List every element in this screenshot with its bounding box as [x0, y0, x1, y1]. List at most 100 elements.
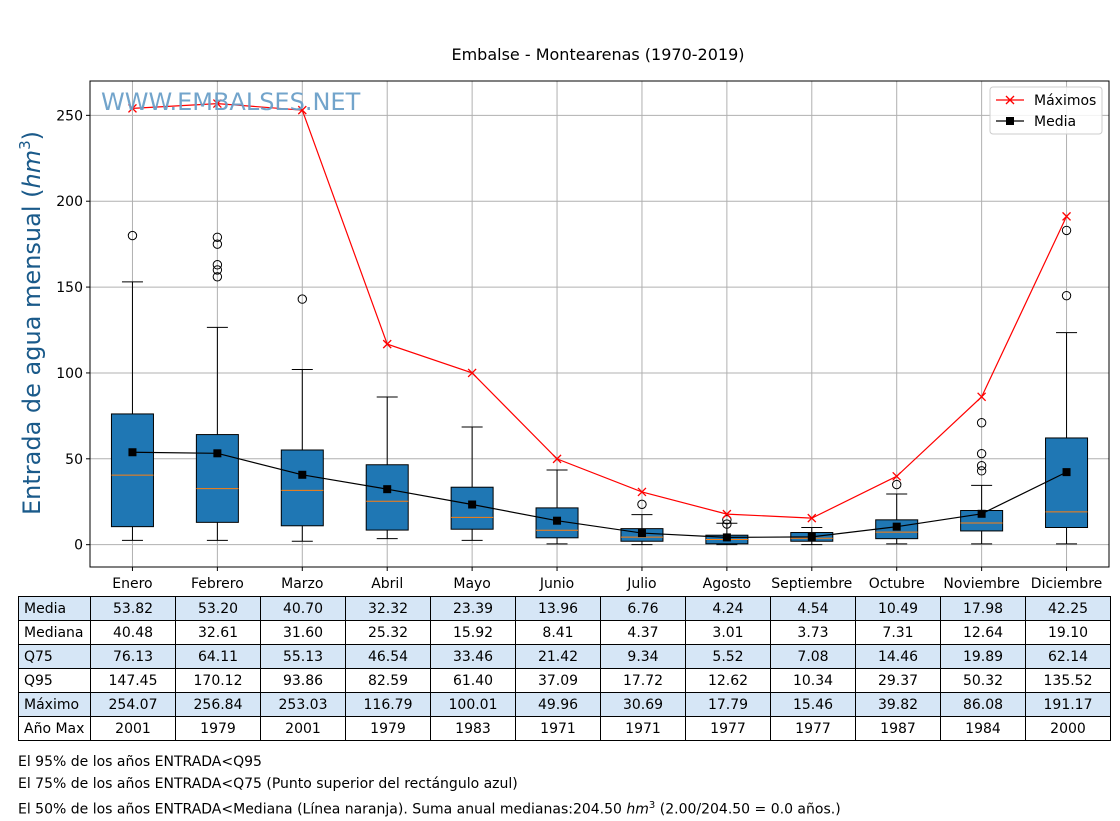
maximos-marker	[637, 487, 647, 497]
maximos-marker	[467, 368, 477, 378]
table-cell: 40.70	[260, 596, 346, 621]
box-outlier	[976, 418, 987, 428]
box-outlier	[976, 448, 987, 459]
legend-label: Máximos	[1034, 93, 1096, 109]
box-outlier	[637, 499, 647, 510]
table-cell: 10.34	[770, 668, 856, 693]
table-cell: 14.46	[855, 644, 941, 669]
table-cell: 147.45	[90, 668, 176, 693]
x-tick-label: Abril	[371, 576, 403, 592]
box-iqr	[365, 464, 409, 531]
table-cell: 25.32	[345, 620, 431, 645]
table-cell: 32.61	[175, 620, 261, 645]
media-marker	[1062, 468, 1071, 477]
table-cell: 1977	[685, 716, 771, 741]
table-cell: 62.14	[1025, 644, 1111, 669]
box-outlier	[722, 519, 732, 529]
y-tick-label: 250	[56, 108, 83, 124]
table-cell: 2000	[1025, 716, 1111, 741]
table-cell: 1987	[855, 716, 941, 741]
table-cell: 1984	[940, 716, 1026, 741]
media-marker	[383, 485, 392, 494]
table-cell: 116.79	[345, 692, 431, 717]
media-marker	[298, 470, 307, 479]
x-tick-label: Marzo	[281, 576, 323, 592]
table-row: Mediana 40.48 32.61 31.60 25.32 15.92 8.41 4.37…	[18, 620, 1111, 645]
table-cell: 86.08	[940, 692, 1026, 717]
table-cell: 64.11	[175, 644, 261, 669]
table-cell: 15.92	[430, 620, 516, 645]
media-marker	[553, 516, 562, 525]
maximos-marker	[977, 392, 987, 402]
maximos-marker	[382, 339, 392, 349]
box-iqr	[195, 434, 239, 523]
box-iqr	[1045, 437, 1089, 529]
table-cell: 5.52	[685, 644, 771, 669]
y-axis-label-prefix: Entrada de agua mensual (	[18, 189, 46, 515]
x-tick-label: Enero	[112, 576, 152, 592]
table-cell: 17.98	[940, 596, 1026, 621]
media-marker	[128, 448, 137, 457]
table-cell: 17.79	[685, 692, 771, 717]
table-cell: 93.86	[260, 668, 346, 693]
maximos-marker	[297, 105, 307, 115]
maximos-marker	[892, 471, 902, 481]
table-cell: 40.48	[90, 620, 176, 645]
table-row-label: Máximo	[18, 692, 91, 717]
table-cell: 29.37	[855, 668, 941, 693]
table-cell: 53.82	[90, 596, 176, 621]
media-marker	[722, 533, 731, 542]
table-cell: 254.07	[90, 692, 176, 717]
box-outlier	[1061, 290, 1072, 301]
legend: Máximos Media	[989, 86, 1103, 135]
note-median: El 50% de los años ENTRADA<Mediana (Líne…	[18, 795, 841, 821]
table-cell: 6.76	[600, 596, 686, 621]
table-cell: 33.46	[430, 644, 516, 669]
y-axis-label-unit: hm	[18, 150, 46, 189]
maximos-marker	[212, 99, 222, 109]
box-outlier	[212, 232, 223, 242]
table-row: Año Max 2001 1979 2001 1979 1983 1971 1971 1977 1…	[18, 716, 1111, 741]
x-tick-label: Mayo	[453, 576, 491, 592]
table-cell: 39.82	[855, 692, 941, 717]
maximos-marker-stroke	[127, 103, 137, 113]
statistics-table: Media 53.82 53.20 40.70 32.32 23.39 13.96 6.76 4…	[18, 596, 1111, 741]
table-cell: 13.96	[515, 596, 601, 621]
media-marker	[213, 449, 222, 458]
table-cell: 1983	[430, 716, 516, 741]
chart-title: Embalse - Montearenas (1970-2019)	[451, 45, 744, 64]
table-row: Media 53.82 53.20 40.70 32.32 23.39 13.96 6.76 4…	[18, 596, 1111, 621]
media-line	[132, 451, 1067, 538]
table-row-label: Q75	[18, 644, 91, 669]
x-tick-label: Junio	[539, 576, 574, 592]
x-tick-label: Septiembre	[771, 576, 852, 592]
table-cell: 1977	[770, 716, 856, 741]
box-iqr	[110, 413, 154, 528]
x-tick-label: Febrero	[191, 576, 244, 592]
table-cell: 4.24	[685, 596, 771, 621]
maximos-marker-stroke	[212, 99, 222, 109]
y-axis-label: Entrada de agua mensual (hm3)	[16, 131, 46, 515]
note-q95: El 95% de los años ENTRADA<Q95	[18, 754, 262, 770]
table-cell: 3.73	[770, 620, 856, 645]
table-cell: 49.96	[515, 692, 601, 717]
media-marker	[892, 522, 901, 531]
table-cell: 15.46	[770, 692, 856, 717]
table-cell: 42.25	[1025, 596, 1111, 621]
grid-lines	[90, 81, 1109, 567]
legend-frame	[989, 86, 1103, 135]
box-outlier	[212, 272, 223, 282]
maximos-marker	[552, 454, 562, 464]
box-outlier	[212, 239, 223, 249]
legend-marker-square	[1006, 117, 1014, 125]
watermark: WWW.EMBALSES.NET	[101, 88, 361, 116]
monthly-inflow-boxplot: Embalse - Montearenas (1970-2019) Entrad…	[16, 45, 1110, 592]
table-row-label: Q95	[18, 668, 91, 693]
maximos-marker-stroke	[297, 105, 307, 115]
table-cell: 19.89	[940, 644, 1026, 669]
table-row-label: Media	[18, 596, 91, 621]
y-tick-label: 200	[56, 194, 83, 210]
table-cell: 61.40	[430, 668, 516, 693]
table-row: Q75 76.13 64.11 55.13 46.54 33.46 21.42 9.34 5.5…	[18, 644, 1111, 669]
maximos-marker-stroke	[892, 471, 902, 481]
